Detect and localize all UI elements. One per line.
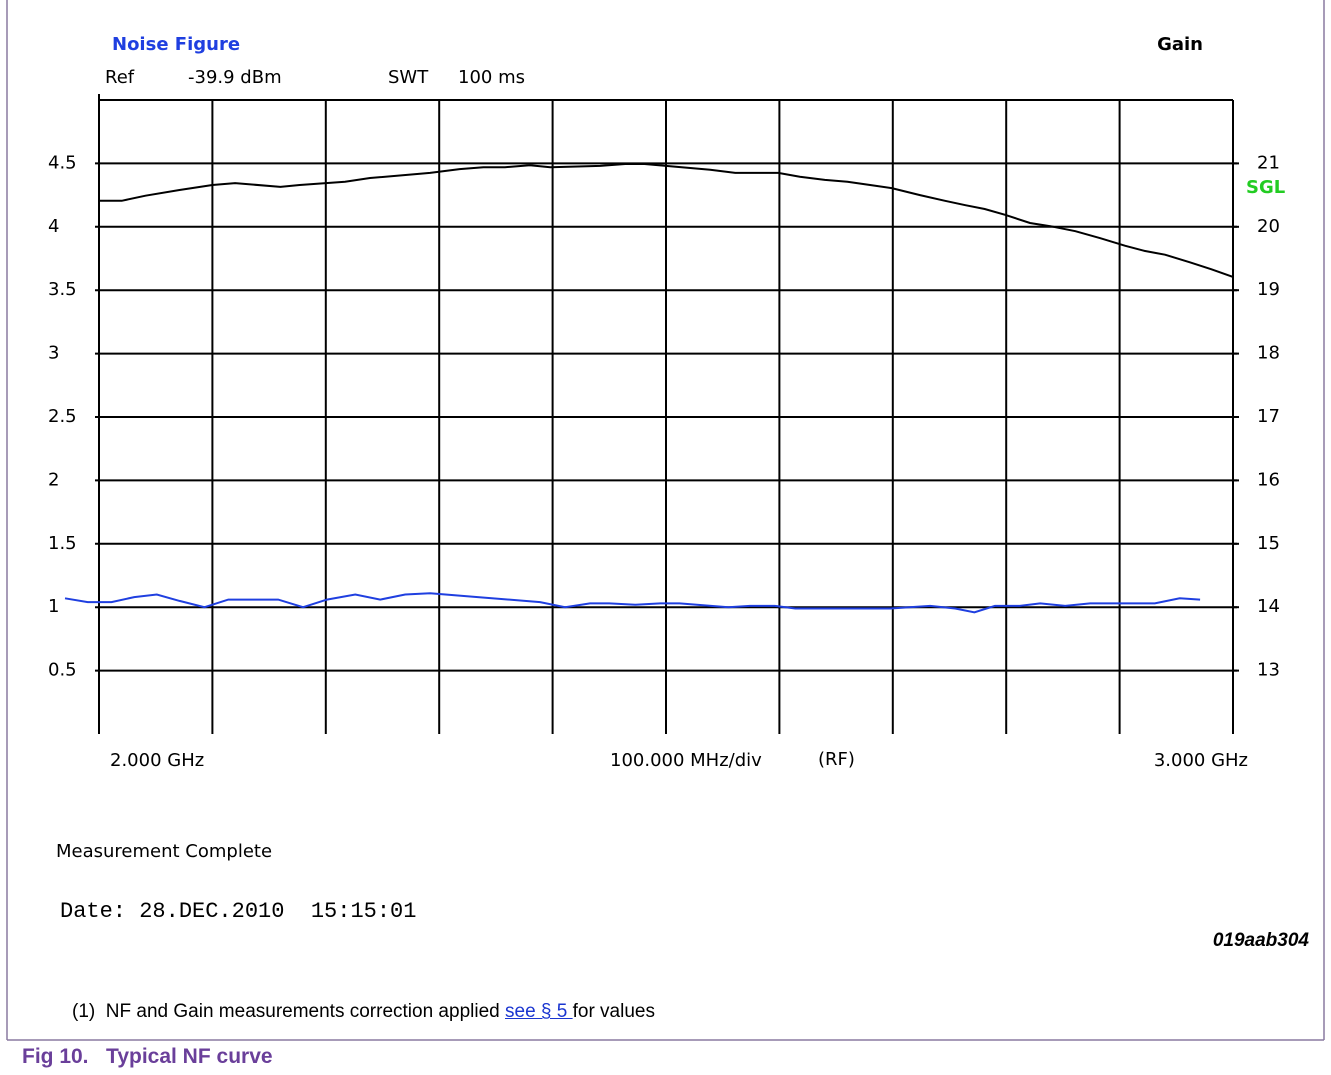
caption: Fig 10. Typical NF curve — [22, 1045, 273, 1069]
status: SGL — [1246, 177, 1285, 198]
y-tick-label: 1.5 — [48, 533, 77, 554]
footnote-after: for values — [572, 1001, 655, 1022]
y2-tick-label: 13 — [1257, 660, 1280, 681]
swt-label: SWT — [388, 67, 429, 88]
y-tick-label: 3.5 — [48, 279, 77, 300]
y-tick-label: 3 — [48, 343, 59, 364]
y-tick-label: 4.5 — [48, 152, 77, 173]
x-mode-label: (RF) — [818, 749, 855, 770]
y2-tick-label: 20 — [1257, 216, 1280, 237]
right-title: Gain — [1157, 34, 1203, 55]
x-div-label: 100.000 MHz/div — [610, 750, 762, 771]
y2-tick-label: 15 — [1257, 533, 1280, 554]
footnote-link[interactable]: see § 5 — [505, 1001, 573, 1022]
x-start-label: 2.000 GHz — [110, 750, 204, 771]
date-text: Date: 28.DEC.2010 15:15:01 — [60, 899, 417, 924]
y2-tick-label: 14 — [1257, 596, 1280, 617]
footnote-number: (1) — [72, 1001, 96, 1022]
y-tick-label: 1 — [48, 596, 59, 617]
series-line — [99, 163, 1234, 278]
y-tick-label: 4 — [48, 216, 59, 237]
left-title: Noise Figure — [112, 34, 240, 55]
footnote-text: NF and Gain measurements correction appl… — [105, 1001, 505, 1022]
caption-title: Typical NF curve — [106, 1045, 273, 1068]
y2-tick-label: 21 — [1257, 152, 1280, 173]
y-tick-label: 2.5 — [48, 406, 77, 427]
swt-value: 100 ms — [458, 67, 525, 88]
series-line — [64, 592, 1201, 614]
y2-tick-label: 17 — [1257, 406, 1280, 427]
y-tick-label: 2 — [48, 469, 59, 490]
status-text: Measurement Complete — [56, 841, 273, 862]
footnote: (1) NF and Gain measurements correction … — [72, 1001, 655, 1023]
y2-tick-label: 16 — [1257, 469, 1280, 490]
ref-label: Ref — [105, 67, 135, 88]
figure-id: 019aab304 — [1212, 930, 1309, 951]
caption-number: Fig 10. — [22, 1045, 89, 1068]
ref-value: -39.9 dBm — [188, 67, 282, 88]
y2-tick-label: 19 — [1257, 279, 1280, 300]
y2-tick-label: 18 — [1257, 343, 1280, 364]
x-end-label: 3.000 GHz — [1154, 750, 1248, 771]
y-tick-label: 0.5 — [48, 660, 77, 681]
